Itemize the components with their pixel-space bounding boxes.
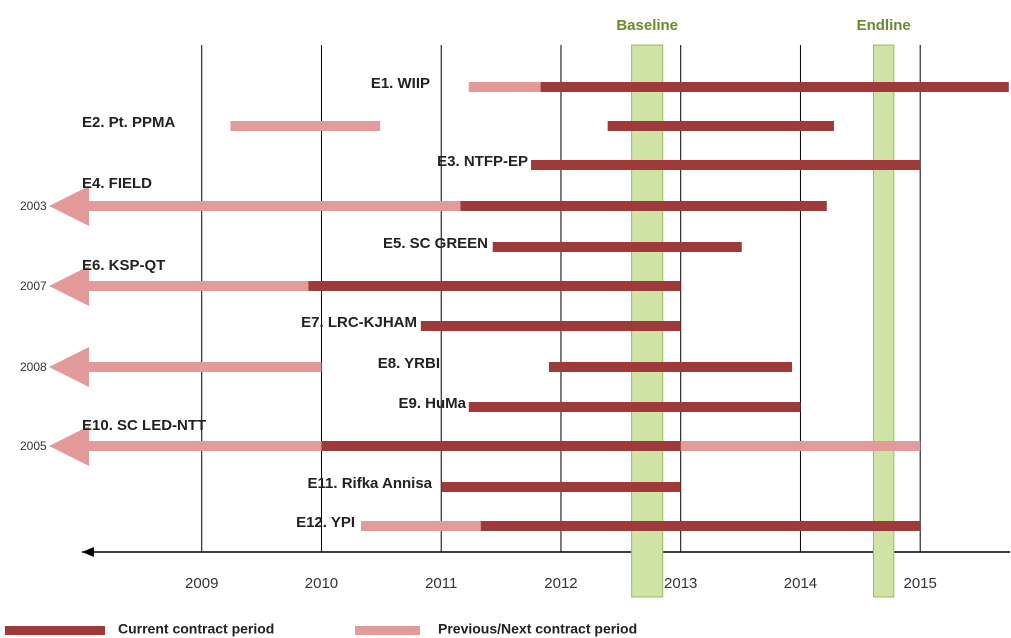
- bar: [548, 362, 793, 372]
- bar: [360, 521, 481, 531]
- x-tick-label: 2012: [544, 575, 577, 592]
- bar: [420, 321, 681, 331]
- axis-arrow: [82, 547, 94, 557]
- bar: [531, 160, 921, 170]
- bar: [492, 242, 742, 252]
- bar: [230, 121, 381, 131]
- bar: [680, 441, 921, 451]
- row-label: E1. WIIP: [371, 75, 430, 92]
- x-tick-label: 2013: [664, 575, 697, 592]
- row-label: E10. SC LED-NTT: [82, 417, 206, 434]
- legend-swatch: [5, 626, 105, 635]
- from-label: 2003: [20, 199, 47, 213]
- x-tick-label: 2015: [904, 575, 937, 592]
- row-label: E11. Rifka Annisa: [308, 475, 433, 492]
- legend-label: Current contract period: [118, 621, 274, 637]
- from-label: 2008: [20, 360, 47, 374]
- from-label: 2007: [20, 279, 47, 293]
- x-tick-label: 2010: [305, 575, 338, 592]
- row-label: E6. KSP-QT: [82, 257, 165, 274]
- phase-label: Endline: [857, 17, 911, 34]
- row-label: E2. Pt. PPMA: [82, 114, 176, 131]
- phase-band: [872, 44, 895, 598]
- row-label: E9. HuMa: [398, 395, 466, 412]
- bar: [308, 281, 681, 291]
- bar: [468, 402, 801, 412]
- x-tick-label: 2011: [425, 575, 457, 592]
- x-tick-label: 2014: [784, 575, 817, 592]
- bar: [321, 441, 681, 451]
- row-label: E7. LRC-KJHAM: [301, 314, 417, 331]
- bar: [460, 201, 827, 211]
- x-tick-label: 2009: [185, 575, 218, 592]
- phase-label: Baseline: [616, 17, 678, 34]
- row-label: E5. SC GREEN: [383, 235, 488, 252]
- row-label: E12. YPI: [296, 514, 355, 531]
- bar: [441, 482, 681, 492]
- bar: [607, 121, 834, 131]
- legend-swatch: [355, 626, 420, 635]
- row-label: E4. FIELD: [82, 175, 152, 192]
- bar: [468, 82, 541, 92]
- row-label: E8. YRBI: [378, 355, 440, 372]
- row-label: E3. NTFP-EP: [437, 153, 528, 170]
- from-label: 2005: [20, 439, 47, 453]
- legend-label: Previous/Next contract period: [438, 621, 637, 637]
- bar: [480, 521, 921, 531]
- bar: [540, 82, 1009, 92]
